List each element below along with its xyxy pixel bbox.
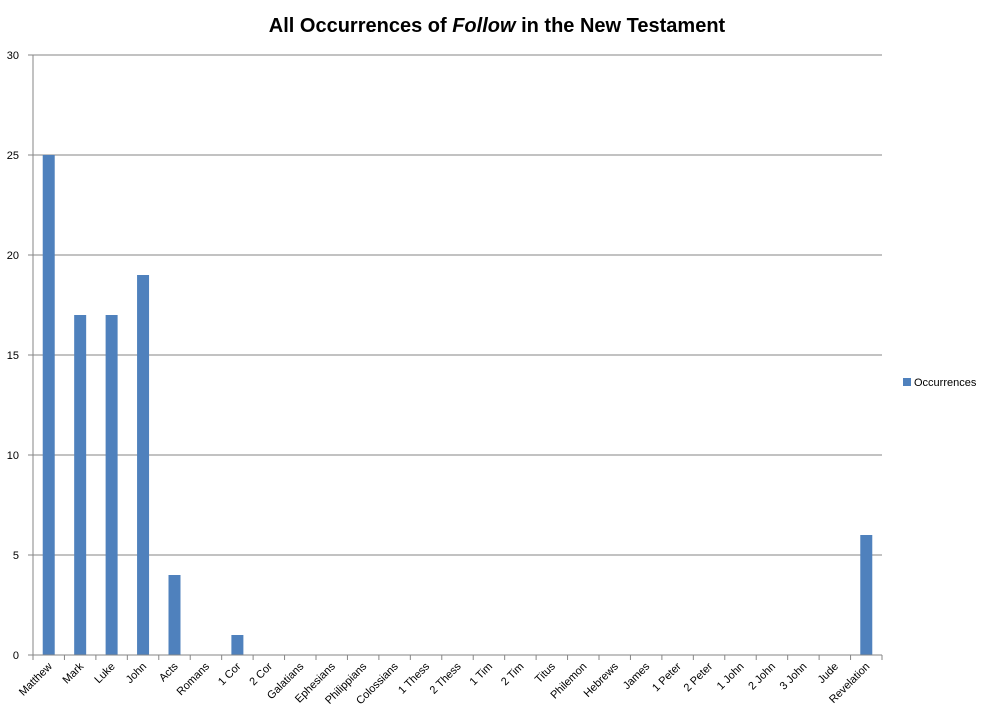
x-tick-label: 1 Tim [468, 661, 496, 689]
bar-john [137, 275, 150, 655]
y-tick-label: 20 [7, 250, 19, 262]
x-tick-label: Hebrews [582, 660, 622, 700]
x-tick-label: 1 Thess [396, 660, 432, 696]
bars [42, 155, 873, 655]
legend: Occurrences [903, 377, 977, 389]
x-tick-label: 2 Cor [247, 660, 275, 688]
y-tick-label: 10 [7, 450, 19, 462]
y-tick-label: 25 [7, 150, 19, 162]
x-tick-label: Acts [157, 660, 181, 684]
x-tick-label: Jude [816, 661, 841, 686]
bar-luke [105, 315, 118, 655]
x-tick-label: 1 Peter [650, 660, 684, 694]
chart-title: All Occurrences of Follow in the New Tes… [269, 15, 726, 37]
bar-acts [168, 575, 181, 655]
y-tick-labels: 0 5 10 15 20 25 30 [7, 50, 19, 662]
bar-matthew [42, 155, 55, 655]
x-tick-label: 1 John [715, 661, 747, 693]
bar-1-cor [231, 635, 244, 655]
x-tick-label: Luke [92, 661, 117, 686]
y-tick-label: 15 [7, 350, 19, 362]
x-tick-label: 2 Tim [499, 661, 527, 689]
x-tick-label: 2 Peter [682, 660, 716, 694]
bar-mark [74, 315, 87, 655]
axes [28, 54, 883, 660]
y-tick-label: 0 [13, 650, 19, 662]
x-tick-label: 2 John [746, 661, 778, 693]
y-tick-label: 5 [13, 550, 19, 562]
x-tick-label: 2 Thess [428, 660, 464, 696]
x-tick-label: Titus [533, 660, 558, 685]
x-tick-label: Matthew [17, 661, 55, 699]
y-tick-label: 30 [7, 50, 19, 62]
legend-swatch [903, 378, 911, 386]
bar-revelation [860, 535, 873, 655]
x-tick-label: Mark [61, 660, 87, 686]
x-tick-label: 3 John [778, 661, 810, 693]
x-tick-label: 1 Cor [216, 660, 244, 688]
x-tick-label: John [124, 661, 149, 686]
x-tick-label: James [621, 660, 653, 692]
gridlines [33, 54, 882, 556]
legend-label: Occurrences [914, 377, 977, 389]
x-tick-label: Romans [175, 660, 213, 698]
